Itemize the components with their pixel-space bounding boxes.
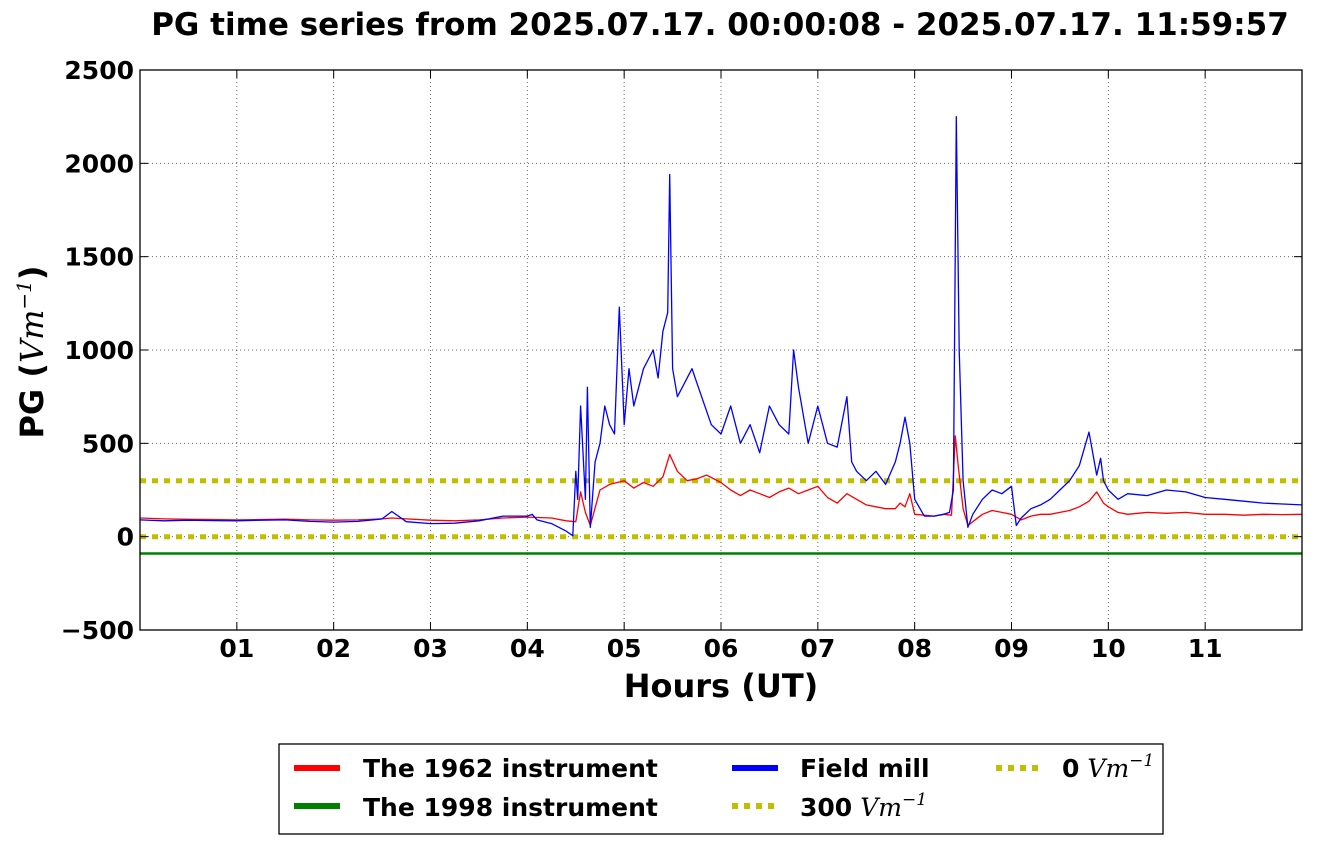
x-tick-label: 11	[1188, 634, 1223, 663]
legend-label-300-unit: Vm	[860, 793, 902, 822]
y-tick-label: 2500	[64, 56, 134, 85]
legend-label-0-exponent: −1	[1129, 751, 1154, 771]
x-tick-label: 08	[897, 634, 932, 663]
y-tick-label: −500	[61, 616, 134, 645]
y-tick-label: 1000	[64, 336, 134, 365]
x-axis-ticks: 01 02 03 04 05 06 07 08 09 10 11	[219, 70, 1223, 663]
x-tick-label: 04	[510, 634, 545, 663]
y-tick-label: 2000	[64, 149, 134, 178]
x-tick-label: 10	[1091, 634, 1126, 663]
y-axis-label: PG (Vm−1)	[12, 265, 51, 438]
legend: The 1962 instrument The 1998 instrument …	[278, 743, 1164, 835]
x-tick-label: 02	[316, 634, 351, 663]
x-tick-label: 03	[413, 634, 448, 663]
y-axis-label-exponent: −1	[12, 280, 36, 309]
legend-box	[278, 743, 1164, 835]
y-tick-label: 0	[117, 523, 134, 552]
x-tick-label: 09	[994, 634, 1029, 663]
x-tick-label: 01	[219, 634, 254, 663]
chart-title: PG time series from 2025.07.17. 00:00:08…	[151, 7, 1289, 43]
series-line-field-mill	[139, 116, 1303, 537]
y-axis-label-text: PG (	[13, 363, 51, 438]
y-axis-label-unit: Vm	[13, 310, 51, 363]
legend-label-300-exponent: −1	[902, 790, 927, 810]
legend-label-0: 0 Vm−1	[1062, 751, 1154, 783]
x-tick-label: 07	[800, 634, 835, 663]
series-layer	[139, 116, 1303, 555]
legend-label-1998: The 1998 instrument	[363, 793, 658, 822]
legend-label-0-unit: Vm	[1087, 754, 1129, 783]
legend-label-300: 300 Vm−1	[800, 790, 927, 822]
legend-label-0-value: 0	[1062, 754, 1079, 783]
y-axis-ticks: 2500 2000 1500 1000 500 0 −500	[61, 56, 1302, 645]
x-tick-label: 06	[704, 634, 739, 663]
legend-label-field-mill: Field mill	[800, 754, 930, 783]
y-axis-label-close: )	[13, 265, 51, 280]
y-tick-label: 1500	[64, 243, 134, 272]
x-tick-label: 05	[607, 634, 642, 663]
svg-text:PG (Vm−1): PG (Vm−1)	[12, 265, 51, 438]
x-axis-label: Hours (UT)	[624, 667, 819, 705]
legend-label-1962: The 1962 instrument	[363, 754, 658, 783]
y-tick-label: 500	[82, 429, 134, 458]
legend-label-300-value: 300	[800, 793, 852, 822]
grid-lines	[140, 70, 1302, 630]
